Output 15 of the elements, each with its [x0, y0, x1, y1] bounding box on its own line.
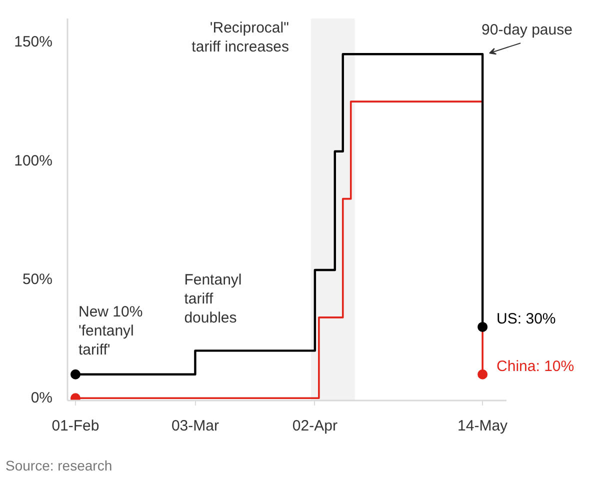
x-tick-label: 01-Feb — [52, 418, 100, 434]
band-label: 'Reciprocal" tariff increases — [192, 20, 289, 56]
source-note: Source: research — [6, 458, 112, 474]
x-tick-label: 14-May — [458, 418, 508, 434]
x-tick-label: 03-Mar — [171, 418, 219, 434]
annotation: Fentanyl tariff doubles — [184, 272, 242, 327]
data-label: US: 30% — [496, 310, 556, 328]
y-tick-label: 0% — [30, 390, 53, 407]
y-tick-label: 150% — [14, 34, 53, 51]
y-tick-label: 100% — [14, 152, 53, 170]
annotation: New 10% 'fentanyl tariff' — [78, 303, 143, 358]
annotation: 90-day pause — [482, 22, 572, 39]
y-tick-label: 50% — [22, 270, 53, 288]
x-tick-label: 02-Apr — [292, 418, 338, 434]
data-label: China: 10% — [496, 358, 574, 375]
